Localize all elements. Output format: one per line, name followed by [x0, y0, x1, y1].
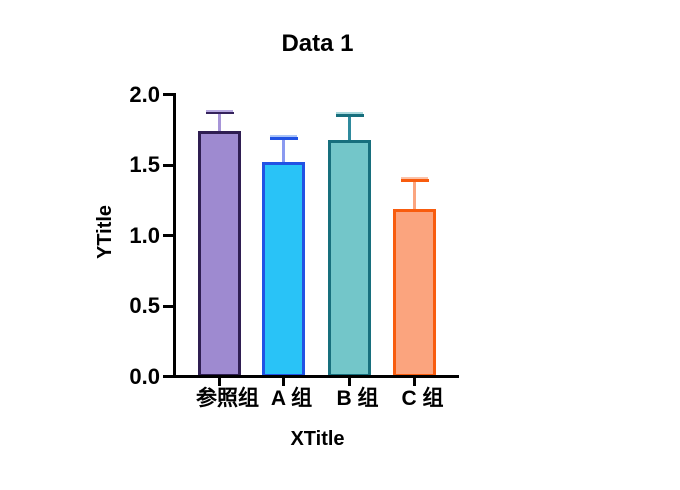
x-axis-title: XTitle: [290, 428, 345, 450]
y-tick-label-4: 1.5: [129, 152, 160, 177]
error-bar-stem-2: [282, 139, 285, 167]
error-bar-stem-1: [218, 113, 221, 136]
error-bar-cap-highlight-3: [336, 112, 363, 115]
x-axis-line: [163, 375, 459, 378]
bar-2: [262, 162, 305, 377]
error-bar-cap-3: [335, 114, 364, 118]
x-tick-label-1: 参照组: [196, 387, 259, 410]
x-tick-4: [413, 378, 416, 386]
error-bar-cap-1: [205, 111, 234, 115]
y-tick-2: [163, 304, 173, 308]
y-tick-label-3: 1.0: [129, 222, 160, 248]
x-tick-3: [348, 378, 351, 386]
bar-1: [198, 131, 241, 377]
y-tick-1: [163, 375, 173, 378]
y-axis-line: [173, 93, 176, 378]
error-bar-cap-2: [269, 137, 298, 140]
y-tick-label-2: 0.5: [129, 293, 160, 318]
x-tick-label-4: C 组: [401, 387, 444, 410]
error-bar-cap-4: [400, 179, 429, 182]
y-tick-5: [163, 93, 173, 96]
y-tick-4: [163, 163, 173, 167]
x-tick-label-2: A 组: [270, 387, 313, 410]
y-tick-label-5: 2.0: [129, 81, 160, 107]
error-bar-stem-3: [348, 116, 351, 144]
chart-title: Data 1: [281, 30, 354, 57]
bar-4: [393, 208, 436, 377]
error-bar-cap-highlight-2: [270, 135, 297, 137]
error-bar-stem-4: [413, 181, 416, 213]
y-tick-3: [163, 234, 173, 237]
bar-3: [328, 139, 371, 377]
y-tick-label-1: 0.0: [129, 363, 160, 389]
x-tick-label-3: B 组: [336, 387, 379, 410]
error-bar-cap-highlight-1: [206, 109, 233, 112]
x-tick-1: [218, 378, 221, 386]
error-bar-cap-highlight-4: [401, 177, 428, 180]
x-tick-2: [282, 378, 285, 386]
